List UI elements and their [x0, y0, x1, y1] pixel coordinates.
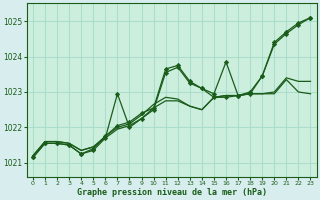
X-axis label: Graphe pression niveau de la mer (hPa): Graphe pression niveau de la mer (hPa) — [77, 188, 267, 197]
